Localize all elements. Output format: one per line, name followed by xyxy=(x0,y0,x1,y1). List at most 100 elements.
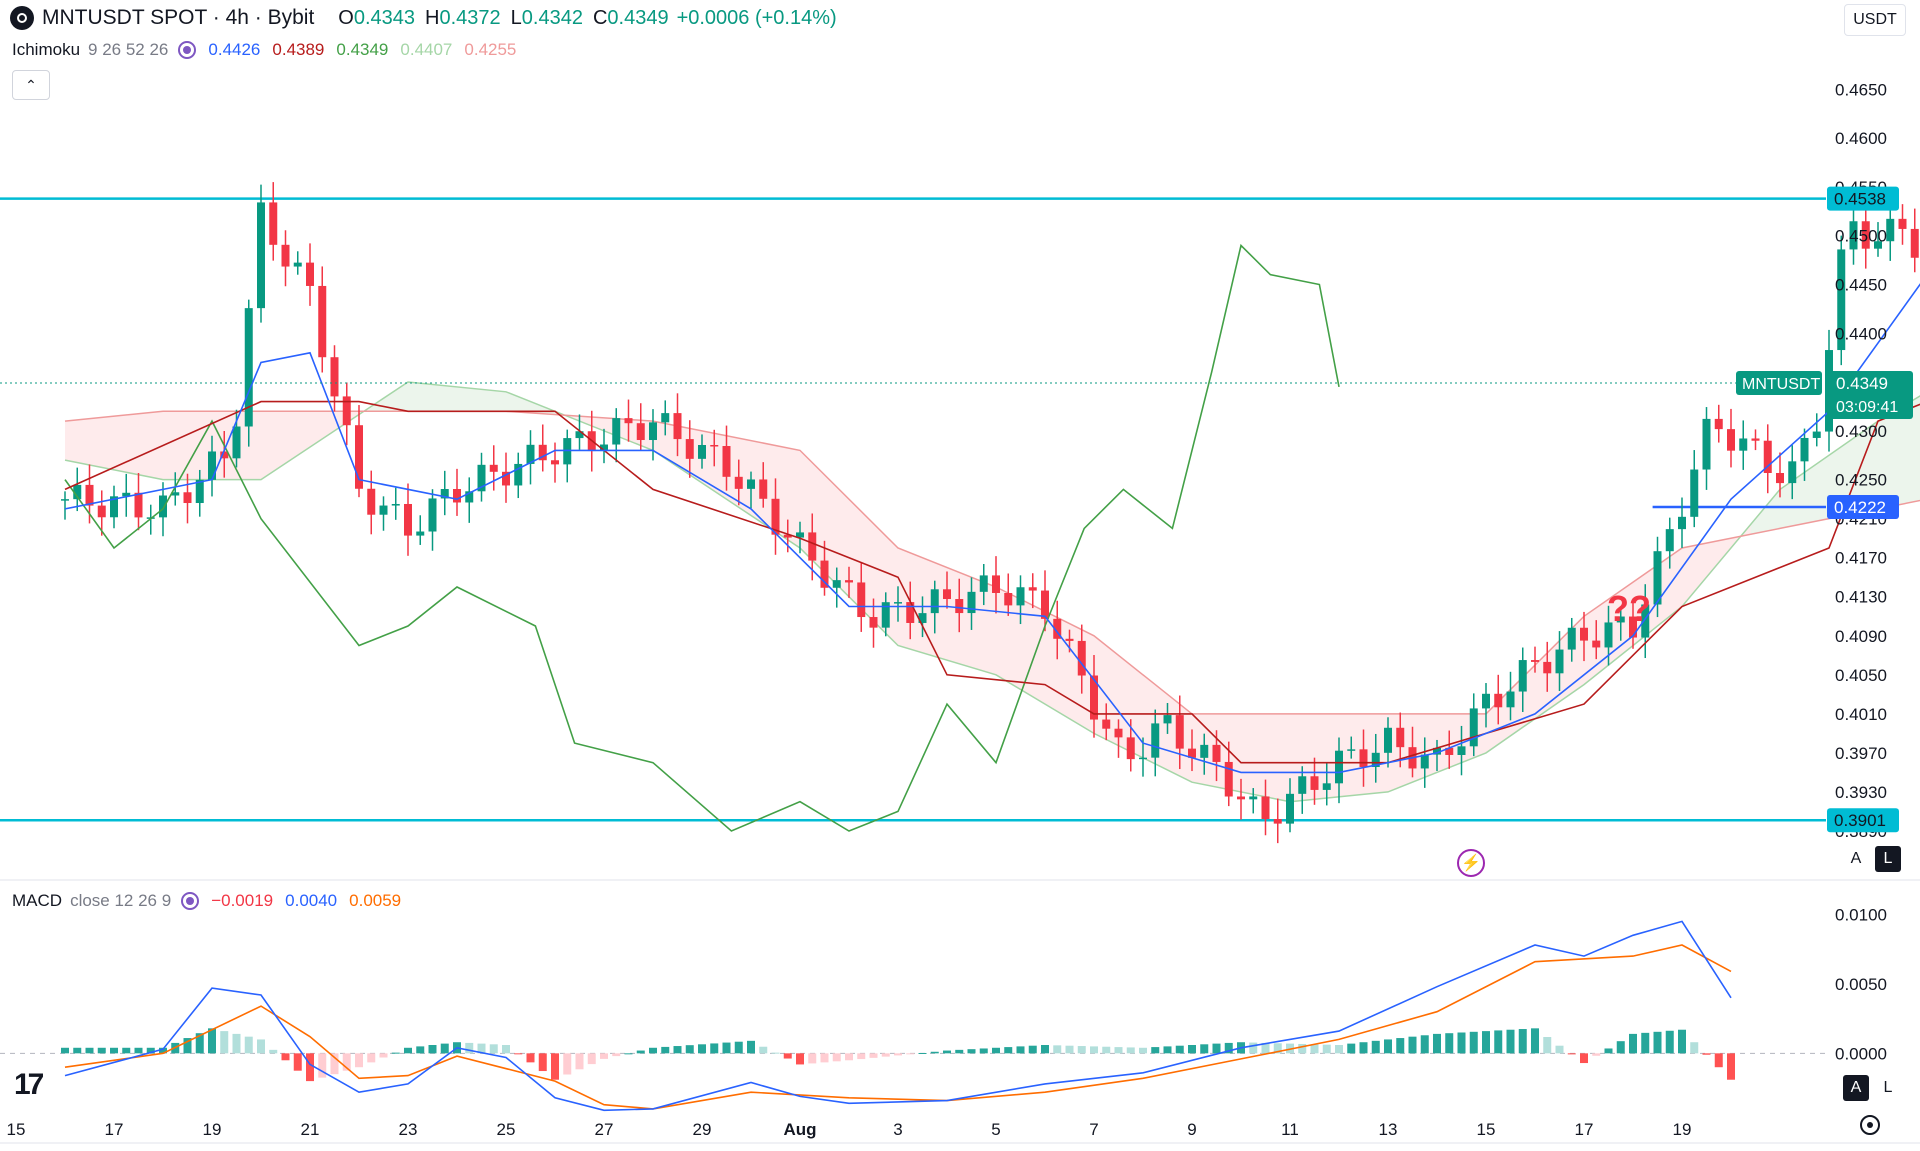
candle-body-59 xyxy=(783,534,792,538)
macd-auto-scale-button[interactable]: A xyxy=(1843,1075,1869,1101)
macd-hist-bar-20 xyxy=(306,1053,314,1082)
data-window-icon[interactable] xyxy=(178,41,197,59)
candle-body-116 xyxy=(1482,693,1490,709)
open-label: O xyxy=(338,6,354,29)
macd-log-scale-button[interactable]: L xyxy=(1875,1075,1901,1101)
chevron-up-icon: ⌃ xyxy=(25,76,37,93)
log-scale-button[interactable]: L xyxy=(1875,846,1901,872)
level-label-1: 0.3901 xyxy=(1834,811,1886,830)
macd-hist-bar-54 xyxy=(722,1042,731,1054)
candle-body-151 xyxy=(1910,228,1919,258)
macd-signal-value: 0.0059 xyxy=(349,891,402,910)
macd-name: MACD xyxy=(12,891,63,910)
macd-signal-line xyxy=(64,944,1732,1110)
time-tick-label-14: 13 xyxy=(1379,1120,1398,1139)
macd-hist-bar-102 xyxy=(1310,1044,1319,1054)
time-tick-label-15: 15 xyxy=(1477,1120,1496,1139)
change-value: +0.0006 (+0.14%) xyxy=(676,6,837,29)
price-tick-label-15: 0.3930 xyxy=(1835,783,1887,802)
price-tick-label-0: 0.4650 xyxy=(1835,80,1887,99)
candle-body-45 xyxy=(612,418,621,445)
collapse-legend-button[interactable]: ⌃ xyxy=(12,70,50,100)
candle-body-47 xyxy=(636,423,645,441)
low-value: 0.4342 xyxy=(521,6,583,29)
time-tick-label-5: 25 xyxy=(497,1120,516,1139)
macd-hist-bar-86 xyxy=(1114,1047,1123,1054)
candle-body-141 xyxy=(1788,461,1797,484)
macd-hist-bar-21 xyxy=(318,1053,327,1078)
candle-body-140 xyxy=(1776,472,1784,484)
candle-body-29 xyxy=(416,531,425,536)
level-label-bg-0 xyxy=(1827,186,1899,211)
macd-hist-bar-31 xyxy=(440,1043,449,1054)
candle-body-1 xyxy=(73,484,82,500)
candle-body-66 xyxy=(869,617,878,628)
ichimoku-cloud-0 xyxy=(65,408,369,480)
macd-hist-bar-126 xyxy=(1604,1048,1613,1054)
macd-hist-bar-45 xyxy=(612,1053,621,1057)
tenkan-sen-line xyxy=(64,283,1920,774)
candle-body-115 xyxy=(1469,708,1478,747)
candle-body-81 xyxy=(1053,618,1062,639)
auto-scale-button[interactable]: A xyxy=(1843,846,1869,872)
ichimoku-legend[interactable]: Ichimoku 9 26 52 26 0.4426 0.4389 0.4349… xyxy=(12,40,528,60)
macd-hist-bar-123 xyxy=(1567,1053,1576,1055)
candle-body-135 xyxy=(1714,418,1723,430)
candle-body-87 xyxy=(1126,737,1135,760)
candle-body-78 xyxy=(1016,587,1025,606)
candle-body-55 xyxy=(734,476,743,489)
candle-body-98 xyxy=(1261,796,1270,820)
symbol-title[interactable]: MNTUSDT SPOT · 4h · Bybit xyxy=(42,6,315,29)
candle-body-3 xyxy=(97,505,106,518)
level-label-bg-2 xyxy=(1827,494,1899,519)
candle-body-124 xyxy=(1580,627,1588,641)
candle-body-44 xyxy=(600,444,608,452)
candle-body-105 xyxy=(1347,749,1356,751)
macd-data-window-icon[interactable] xyxy=(181,892,200,910)
candle-body-12 xyxy=(208,451,216,480)
macd-hist-bar-120 xyxy=(1531,1028,1539,1054)
macd-hist-bar-78 xyxy=(1016,1046,1025,1054)
macd-hist-bar-33 xyxy=(465,1042,474,1054)
candle-body-117 xyxy=(1494,693,1503,708)
candle-body-58 xyxy=(771,498,780,535)
price-tick-label-4: 0.4450 xyxy=(1835,275,1887,294)
gear-icon[interactable] xyxy=(1860,1115,1880,1135)
macd-hist-bar-107 xyxy=(1371,1040,1380,1054)
macd-hist-bar-115 xyxy=(1469,1031,1478,1054)
macd-hist-bar-0 xyxy=(61,1047,69,1054)
candle-body-6 xyxy=(134,492,143,518)
candle-body-128 xyxy=(1629,616,1637,638)
price-tick-label-12: 0.4050 xyxy=(1835,666,1887,685)
macd-hist-bar-38 xyxy=(526,1053,535,1063)
candle-body-18 xyxy=(281,244,290,267)
candle-body-57 xyxy=(759,479,768,499)
candle-body-37 xyxy=(514,463,523,486)
candle-body-104 xyxy=(1335,750,1343,784)
candle-body-28 xyxy=(404,503,412,536)
lightning-icon[interactable]: ⚡ xyxy=(1457,849,1485,877)
currency-selector[interactable]: USDT xyxy=(1844,4,1906,36)
candle-body-31 xyxy=(440,489,449,499)
candle-body-84 xyxy=(1090,675,1098,720)
macd-hist-bar-50 xyxy=(673,1046,682,1054)
candle-body-106 xyxy=(1359,749,1368,768)
candle-body-5 xyxy=(122,492,131,497)
candle-body-85 xyxy=(1102,719,1111,729)
candle-body-132 xyxy=(1678,516,1686,530)
question-annotation: ?? xyxy=(1607,588,1651,629)
candle-body-50 xyxy=(673,413,682,440)
macd-hist-bar-110 xyxy=(1408,1036,1417,1054)
countdown-label: 03:09:41 xyxy=(1836,399,1898,416)
macd-hist-bar-48 xyxy=(649,1047,657,1054)
candle-body-125 xyxy=(1592,640,1601,648)
candle-body-40 xyxy=(551,460,559,465)
macd-hist-value: −0.0019 xyxy=(211,891,274,910)
candle-body-73 xyxy=(955,599,964,614)
candle-body-16 xyxy=(257,202,265,309)
macd-legend[interactable]: MACD close 12 26 9 −0.0019 0.0040 0.0059 xyxy=(12,891,413,911)
candle-body-118 xyxy=(1506,691,1515,708)
time-tick-label-10: 5 xyxy=(991,1120,1000,1139)
candle-body-133 xyxy=(1690,469,1699,517)
